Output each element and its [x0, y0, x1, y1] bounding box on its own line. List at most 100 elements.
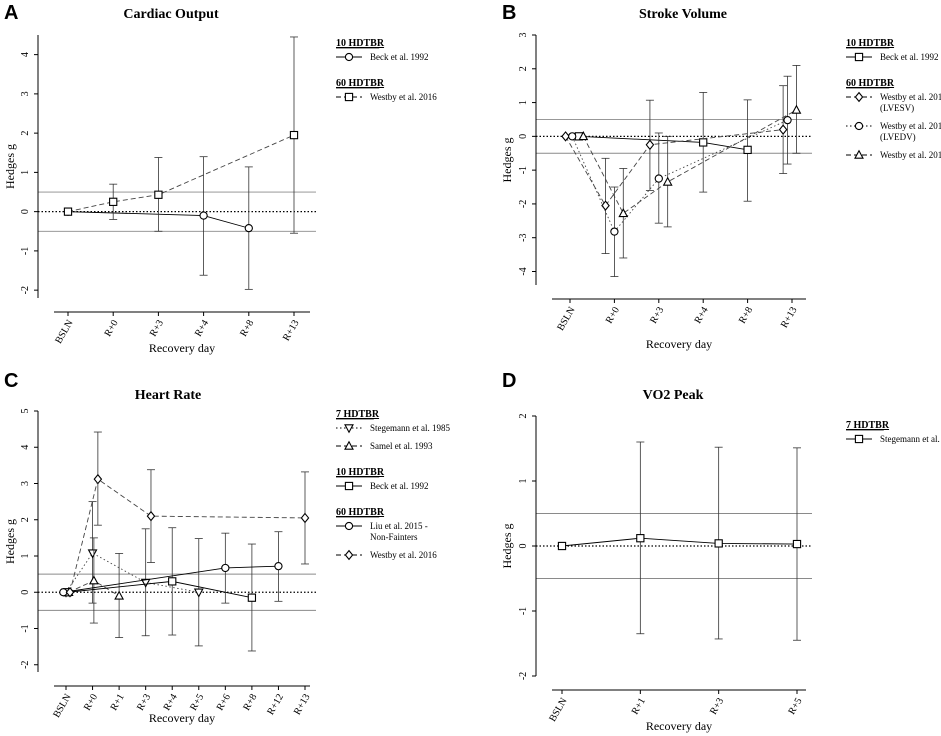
data-point — [791, 104, 802, 114]
y-tick-label: -1 — [518, 166, 529, 174]
y-tick-label: 2 — [518, 66, 529, 71]
series-3 — [578, 65, 802, 259]
y-axis-label: Hedges g — [3, 519, 17, 564]
panel-label: B — [502, 2, 516, 24]
x-axis-label: Recovery day — [646, 719, 712, 733]
legend-entry-label: Stegemann et al. 1985 — [880, 434, 941, 444]
data-point — [109, 197, 118, 206]
data-point — [601, 200, 610, 211]
data-point — [274, 562, 283, 571]
x-tick-label: R+3 — [135, 692, 153, 712]
x-tick-label: R+8 — [241, 692, 259, 712]
x-tick-label: R+5 — [188, 692, 206, 712]
x-tick-label: R+8 — [737, 305, 755, 325]
legend-swatch-marker — [344, 481, 354, 491]
legend: 7 HDTBR Stegemann et al. 1985 — [846, 420, 941, 444]
y-axis-label: Hedges g — [500, 138, 514, 183]
legend-heading: 7 HDTBR — [336, 409, 380, 420]
legend-heading: 10 HDTBR — [846, 38, 895, 49]
legend-entry-label: Stegemann et al. 1985 — [370, 423, 450, 433]
series-line — [69, 478, 306, 593]
legend-entry-label-2: Non-Fainters — [370, 532, 418, 542]
chart-title: Stroke Volume — [639, 7, 727, 22]
y-tick-label: 2 — [518, 414, 529, 419]
series-4 — [65, 431, 310, 598]
y-tick-label: 3 — [20, 91, 31, 96]
y-tick-label: -3 — [518, 234, 529, 242]
panel-d: D VO2 Peak -2 -1 0 1 2 Hedges g BSLN R+1 R+3 R+5 Rec… — [500, 370, 941, 733]
legend-entry-label: Westby et al. 2016 — [880, 92, 941, 102]
data-point — [645, 139, 655, 151]
legend-heading: 10 HDTBR — [336, 467, 385, 478]
data-point — [636, 534, 645, 543]
data-point — [193, 588, 204, 598]
panel-a: A Cardiac Output -2 -1 0 1 2 3 4 Hedges g BSLN R+0 R… — [3, 2, 437, 355]
x-tick-label: R+12 — [265, 692, 286, 717]
legend-entry-label: Westby et al. 2016 — [370, 550, 437, 560]
data-point — [654, 174, 663, 183]
legend-entry-label: Beck et al. 1992 — [370, 52, 428, 62]
panel-c: C Heart Rate -2 -1 0 1 2 3 4 5 Hedges g BSLN R+0 R+1 R… — [3, 370, 450, 725]
legend-entry-label: Westby et al. 2016 — [880, 121, 941, 131]
panel-label: C — [4, 370, 18, 392]
x-axis-label: Recovery day — [149, 711, 215, 725]
data-point — [289, 130, 299, 140]
y-tick-label: -2 — [20, 661, 31, 669]
data-point — [783, 115, 792, 125]
data-point — [65, 586, 75, 598]
x-tick-label: R+8 — [238, 318, 256, 338]
data-point — [199, 211, 208, 220]
data-point — [168, 577, 177, 586]
data-point — [743, 145, 752, 155]
x-tick-label: R+13 — [779, 305, 800, 330]
legend-swatch-marker — [854, 91, 864, 103]
series-1 — [63, 36, 299, 234]
data-point — [88, 575, 99, 585]
y-tick-label: -2 — [518, 200, 529, 208]
legend-swatch-marker — [344, 440, 354, 450]
data-point — [221, 563, 230, 573]
y-tick-label: 1 — [518, 100, 529, 105]
x-tick-label: R+0 — [103, 318, 121, 338]
chart-title: Cardiac Output — [123, 7, 219, 22]
y-tick-label: 0 — [518, 134, 529, 139]
y-tick-label: 2 — [20, 131, 31, 136]
legend-entry-label-2: (LVESV) — [880, 103, 914, 113]
x-tick-label: R+4 — [193, 318, 211, 338]
legend-swatch-marker — [344, 521, 354, 531]
data-point — [568, 132, 577, 141]
series-0 — [557, 441, 802, 641]
x-tick-label: R+4 — [162, 692, 180, 712]
legend-swatch-marker — [344, 424, 354, 434]
series-line — [582, 109, 797, 215]
series-1 — [561, 85, 788, 254]
x-tick-label: R+3 — [148, 318, 166, 338]
x-tick-label: R+4 — [693, 305, 711, 325]
series-3 — [59, 531, 283, 604]
legend-entry-label: Westby et al. 2016 — [880, 150, 941, 160]
legend-heading: 10 HDTBR — [336, 38, 385, 49]
x-tick-label: BSLN — [555, 305, 577, 333]
legend-entry-label: Beck et al. 1992 — [880, 52, 938, 62]
chart-title: Heart Rate — [135, 388, 201, 403]
y-tick-label: 1 — [518, 479, 529, 484]
y-tick-label: 1 — [20, 554, 31, 559]
legend-swatch-marker — [854, 434, 864, 444]
x-tick-label: R+3 — [648, 305, 666, 325]
data-point — [154, 190, 163, 199]
data-point — [114, 590, 125, 600]
data-point — [610, 227, 619, 236]
data-point — [146, 510, 156, 522]
x-tick-label: R+13 — [292, 692, 313, 717]
legend-swatch-marker — [854, 52, 864, 62]
data-point — [244, 223, 253, 233]
data-point — [778, 124, 788, 135]
data-point — [557, 541, 567, 551]
data-point — [63, 207, 73, 216]
series-line — [571, 119, 788, 233]
y-tick-label: -2 — [20, 286, 31, 294]
legend: 10 HDTBR Beck et al. 1992 60 HDTBR Westby e… — [846, 38, 941, 160]
legend-entry-label: Samel et al. 1993 — [370, 441, 433, 451]
x-tick-label: R+6 — [215, 692, 233, 712]
